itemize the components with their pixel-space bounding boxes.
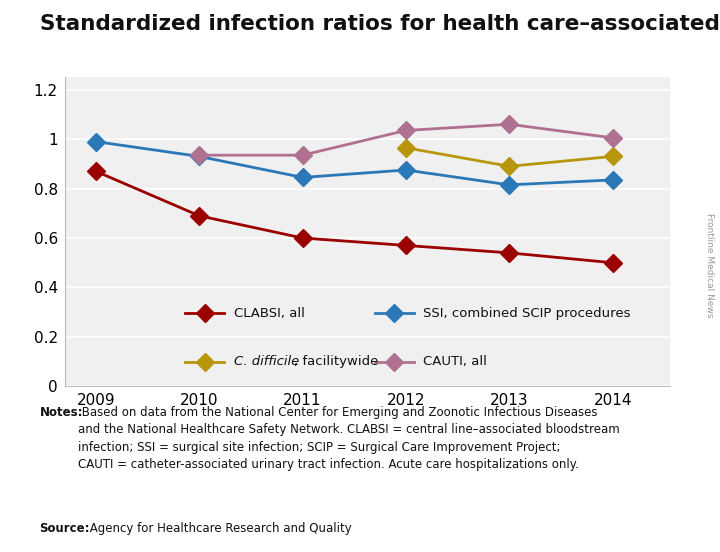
Text: CLABSI, all: CLABSI, all [234, 307, 305, 320]
Text: , facilitywide: , facilitywide [294, 355, 378, 368]
Text: Standardized infection ratios for health care–associated infections: Standardized infection ratios for health… [40, 14, 720, 34]
Text: Source:: Source: [40, 522, 90, 535]
Text: Frontline Medical News: Frontline Medical News [705, 213, 714, 317]
Text: C. difficile: C. difficile [234, 355, 299, 368]
Text: Based on data from the National Center for Emerging and Zoonotic Infectious Dise: Based on data from the National Center f… [78, 406, 619, 471]
Text: CAUTI, all: CAUTI, all [423, 355, 487, 368]
Text: Notes:: Notes: [40, 406, 83, 419]
Text: Agency for Healthcare Research and Quality: Agency for Healthcare Research and Quali… [86, 522, 352, 535]
Text: SSI, combined SCIP procedures: SSI, combined SCIP procedures [423, 307, 631, 320]
